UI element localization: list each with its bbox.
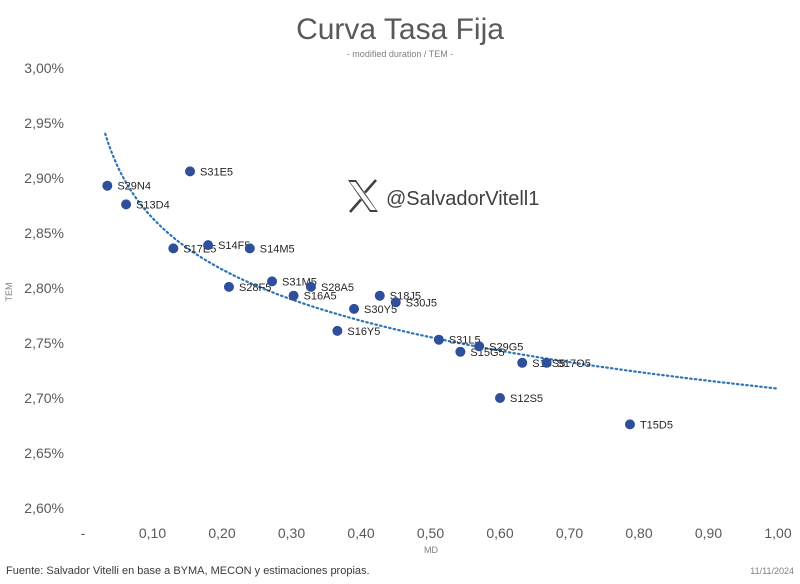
data-point bbox=[267, 276, 278, 287]
data-point bbox=[305, 281, 316, 292]
data-point-label: S12S5 bbox=[510, 393, 543, 405]
x-logo-icon bbox=[348, 179, 378, 213]
data-point-label: S30Y5 bbox=[364, 304, 397, 316]
x-tick-label: 0,30 bbox=[278, 525, 305, 541]
data-point bbox=[349, 303, 360, 314]
data-point bbox=[288, 290, 299, 301]
data-point bbox=[121, 199, 132, 210]
y-tick-label: 2,60% bbox=[24, 500, 64, 516]
data-point-label: S31E5 bbox=[200, 166, 233, 178]
data-point bbox=[517, 357, 528, 368]
x-tick-label: 0,70 bbox=[556, 525, 583, 541]
y-tick-label: 2,80% bbox=[24, 280, 64, 296]
y-tick-label: 2,70% bbox=[24, 390, 64, 406]
y-tick-label: 2,95% bbox=[24, 115, 64, 131]
data-point bbox=[168, 243, 179, 254]
x-tick-label: 0,80 bbox=[625, 525, 652, 541]
data-point bbox=[455, 346, 466, 357]
x-tick-label: 0,60 bbox=[486, 525, 513, 541]
data-point bbox=[244, 243, 255, 254]
y-tick-label: 2,85% bbox=[24, 225, 64, 241]
x-tick-label: 0,50 bbox=[417, 525, 444, 541]
data-point-label: S29N4 bbox=[117, 181, 151, 193]
y-axis-label: TEM bbox=[4, 283, 14, 302]
data-point-label: S14F5 bbox=[218, 240, 250, 252]
x-axis-ticks: - 0,10 0,20 0,30 0,40 0,50 0,60 0,70 0,80 0,90 1,0… bbox=[81, 525, 792, 541]
data-point-label: S16Y5 bbox=[347, 326, 380, 338]
x-tick-label: 0,20 bbox=[208, 525, 235, 541]
y-tick-label: 2,90% bbox=[24, 170, 64, 186]
watermark-handle: @SalvadorVitell1 bbox=[386, 188, 539, 210]
data-point bbox=[624, 419, 635, 430]
watermark: @SalvadorVitell1 bbox=[348, 179, 539, 213]
footer-source: Fuente: Salvador Vitelli en base a BYMA,… bbox=[6, 565, 370, 577]
data-point bbox=[374, 290, 385, 301]
x-tick-label: 1,00 bbox=[764, 525, 791, 541]
data-point-label: S29G5 bbox=[489, 341, 523, 353]
data-point bbox=[474, 341, 485, 352]
data-point bbox=[390, 297, 401, 308]
x-tick-label: - bbox=[81, 525, 86, 541]
data-point-label: S13D4 bbox=[136, 199, 170, 211]
data-point-label: S16A5 bbox=[304, 291, 337, 303]
data-point bbox=[102, 180, 113, 191]
x-tick-label: 0,40 bbox=[347, 525, 374, 541]
data-point bbox=[541, 357, 552, 368]
y-tick-label: 2,65% bbox=[24, 445, 64, 461]
data-point-label: S28F5 bbox=[239, 282, 271, 294]
data-point bbox=[223, 281, 234, 292]
footer-date: 11/11/2024 bbox=[750, 566, 794, 576]
data-point bbox=[332, 325, 343, 336]
data-point bbox=[433, 334, 444, 345]
chart-subtitle: - modified duration / TEM - bbox=[347, 49, 453, 59]
chart-title: Curva Tasa Fija bbox=[296, 13, 504, 46]
data-point bbox=[495, 393, 505, 403]
data-point-label: T15D5 bbox=[640, 419, 673, 431]
data-point bbox=[203, 240, 214, 251]
x-tick-label: 0,10 bbox=[139, 525, 166, 541]
y-tick-label: 3,00% bbox=[24, 60, 64, 76]
data-point-label: S28A5 bbox=[321, 282, 354, 294]
data-point bbox=[185, 166, 196, 177]
data-point-label: S14M5 bbox=[260, 243, 295, 255]
data-point-label: S31L5 bbox=[449, 335, 481, 347]
data-point-label: S30J5 bbox=[406, 297, 437, 309]
data-point-label: S17O5 bbox=[557, 358, 591, 370]
y-axis-ticks: 2,60% 2,65% 2,70% 2,75% 2,80% 2,85% 2,90% 2,95%… bbox=[24, 60, 64, 516]
x-tick-label: 0,90 bbox=[695, 525, 722, 541]
x-axis-label: MD bbox=[424, 545, 438, 555]
y-tick-label: 2,75% bbox=[24, 335, 64, 351]
